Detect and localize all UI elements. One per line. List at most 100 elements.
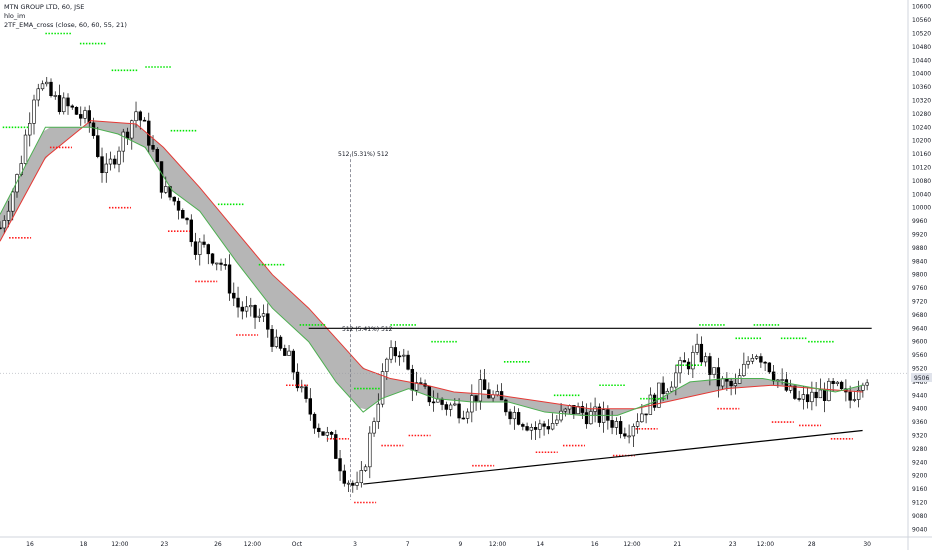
candle-body	[232, 292, 236, 299]
candle-body	[555, 419, 559, 424]
y-tick-label: 10520	[912, 31, 931, 38]
y-tick-label: 9320	[912, 433, 927, 440]
candle-body	[278, 336, 283, 349]
candle-body	[593, 406, 597, 412]
candle-body	[716, 367, 721, 387]
support-trendline	[363, 429, 863, 485]
candle-body	[270, 328, 274, 347]
y-tick-label: 9880	[912, 245, 927, 252]
candle-body	[682, 360, 687, 363]
candle-body	[848, 391, 852, 401]
candle-body	[861, 384, 865, 391]
drawings[interactable]	[0, 154, 908, 500]
candle-body	[172, 196, 176, 202]
candle-body	[87, 110, 91, 124]
candle-body	[351, 482, 355, 486]
candle-body	[580, 406, 585, 413]
candle-body	[521, 424, 525, 427]
candle-body	[474, 395, 478, 402]
candle-body	[15, 174, 19, 193]
candle-body	[822, 389, 827, 401]
candle-body	[219, 262, 223, 265]
candle-body	[482, 379, 487, 390]
candle-body	[559, 410, 563, 421]
candle-body	[631, 426, 636, 437]
candle-body	[74, 106, 79, 115]
y-tick-label: 9520	[912, 366, 927, 373]
candle-body	[797, 398, 801, 400]
candle-body	[440, 398, 444, 405]
ema-lines	[0, 120, 863, 416]
candle-body	[206, 244, 210, 255]
y-tick-label: 9400	[912, 406, 927, 413]
candle-body	[465, 411, 470, 419]
ema-ribbon	[0, 120, 863, 416]
y-tick-label: 10040	[912, 191, 931, 198]
y-tick-label: 9440	[912, 392, 927, 399]
candle-body	[584, 412, 589, 425]
y-tick-label: 10440	[912, 57, 931, 64]
candle-body	[40, 83, 45, 90]
candle-body	[355, 482, 359, 486]
candle-body	[661, 382, 665, 395]
candle-body	[376, 403, 381, 422]
candle-body	[104, 163, 108, 174]
candle-body	[155, 149, 159, 162]
candle-body	[835, 381, 840, 384]
candle-body	[193, 241, 198, 255]
candle-body	[431, 401, 436, 404]
candle-body	[720, 378, 725, 387]
candle-body	[164, 186, 168, 193]
candles	[0, 76, 869, 493]
y-tick-label: 10360	[912, 84, 931, 91]
candle-body	[57, 95, 62, 113]
y-tick-label: 9760	[912, 285, 927, 292]
candle-body	[202, 241, 206, 245]
candle-body	[346, 482, 351, 485]
candle-body	[618, 421, 623, 435]
x-tick-label: 23	[729, 541, 737, 548]
candle-body	[529, 427, 534, 431]
candle-body	[865, 382, 869, 386]
candle-body	[283, 348, 287, 356]
candle-body	[198, 241, 202, 255]
candle-body	[754, 356, 759, 359]
candle-body	[181, 209, 185, 219]
candle-body	[410, 369, 415, 391]
y-tick-label: 10400	[912, 71, 931, 78]
candle-body	[729, 381, 733, 387]
candle-body	[712, 367, 716, 375]
candle-body	[470, 395, 474, 413]
candle-body	[644, 413, 648, 416]
x-tick-label: 9	[458, 541, 462, 548]
candle-body	[640, 413, 644, 423]
candle-body	[801, 394, 806, 400]
y-tick-label: 9160	[912, 486, 927, 493]
candle-body	[244, 306, 249, 312]
candle-body	[287, 350, 291, 356]
candle-body	[533, 427, 538, 430]
candle-body	[504, 399, 508, 413]
y-tick-label: 9680	[912, 312, 927, 319]
ema-fast-line	[0, 126, 863, 416]
candle-body	[601, 409, 606, 423]
legend-study-ema-cross[interactable]: 2TF_EMA_cross (close, 60, 60, 55, 21)	[4, 21, 127, 29]
candle-body	[457, 403, 461, 419]
legend-study-hlo[interactable]: hlo_im	[4, 12, 26, 20]
candle-body	[767, 362, 772, 373]
candle-body	[516, 412, 521, 425]
candle-body	[810, 391, 814, 403]
candle-body	[759, 356, 763, 363]
x-tick-label: 12:00	[757, 541, 774, 548]
candle-body	[495, 391, 500, 396]
x-tick-label: 16	[591, 541, 599, 548]
candle-body	[36, 88, 40, 101]
candle-body	[176, 200, 181, 211]
candle-body	[325, 431, 330, 436]
candle-body	[678, 360, 682, 374]
candle-body	[665, 390, 670, 395]
candle-body	[2, 220, 6, 229]
candle-body	[542, 423, 546, 427]
candle-body	[368, 432, 372, 468]
